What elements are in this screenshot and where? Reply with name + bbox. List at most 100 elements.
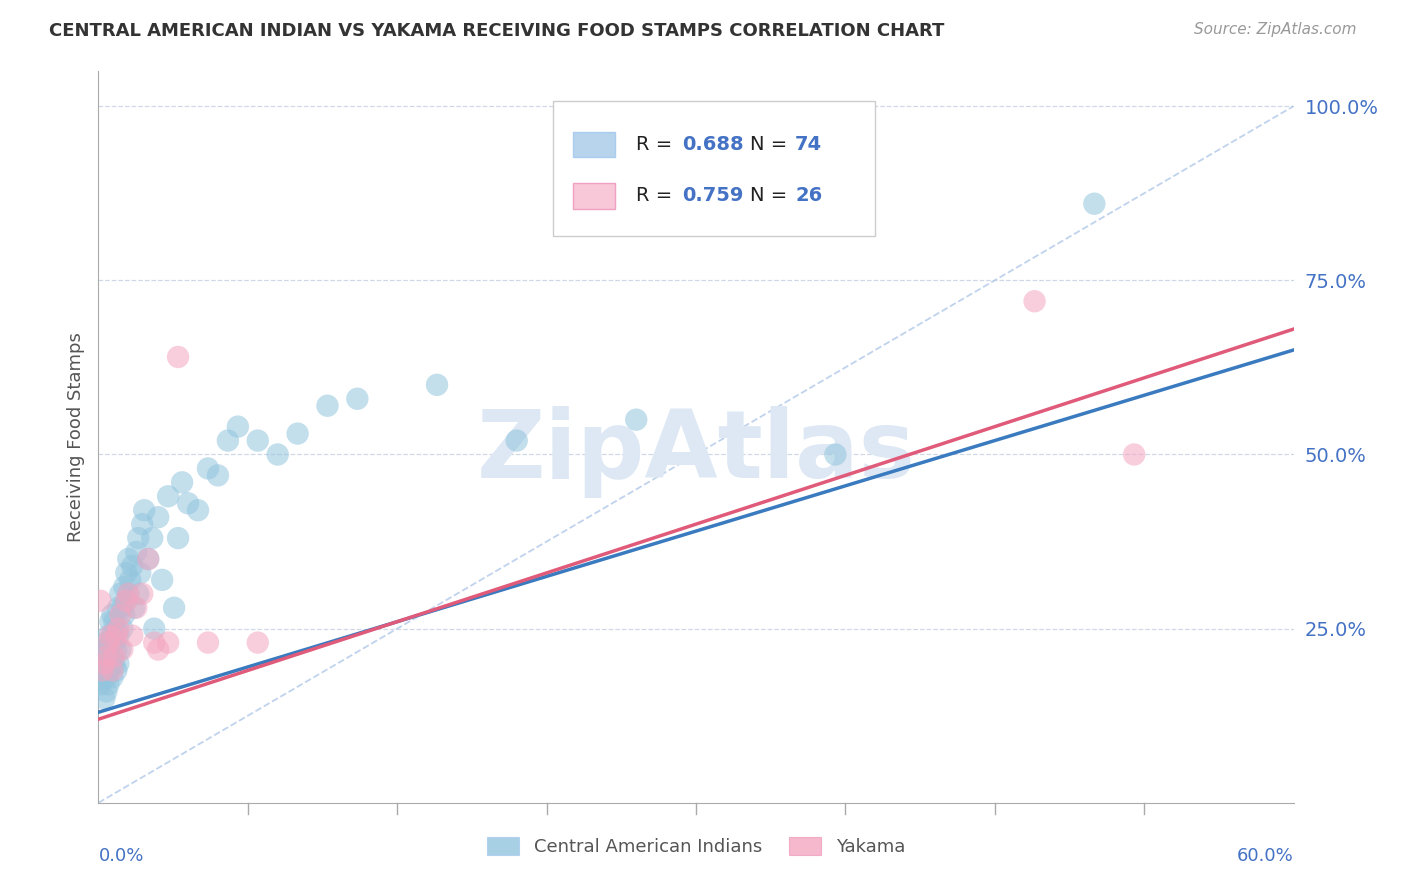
Point xyxy=(115,566,138,580)
Point xyxy=(346,392,368,406)
Point xyxy=(89,677,111,691)
Point xyxy=(98,615,122,629)
Point xyxy=(426,377,449,392)
Text: 74: 74 xyxy=(796,135,823,154)
Point xyxy=(131,517,153,532)
Y-axis label: Receiving Food Stamps: Receiving Food Stamps xyxy=(66,332,84,542)
Point xyxy=(112,607,135,622)
Point xyxy=(105,629,128,643)
Point xyxy=(98,629,122,643)
Point xyxy=(93,657,115,671)
Point xyxy=(111,622,134,636)
Point xyxy=(1083,196,1105,211)
Text: 0.759: 0.759 xyxy=(682,186,742,205)
Point xyxy=(105,664,128,678)
Point xyxy=(93,664,115,678)
FancyBboxPatch shape xyxy=(553,101,876,235)
FancyBboxPatch shape xyxy=(572,183,614,209)
Point xyxy=(226,419,249,434)
Point xyxy=(91,657,114,671)
Point xyxy=(134,503,156,517)
Point xyxy=(96,684,118,698)
Point xyxy=(121,558,143,573)
Point xyxy=(167,350,190,364)
Point xyxy=(125,600,148,615)
Point xyxy=(115,594,138,608)
Point xyxy=(97,664,120,678)
Point xyxy=(148,510,170,524)
Text: N =: N = xyxy=(749,135,793,154)
Point xyxy=(103,657,125,671)
Point xyxy=(107,600,129,615)
Point xyxy=(103,649,125,664)
Point xyxy=(129,566,152,580)
Point xyxy=(111,642,134,657)
Point xyxy=(207,468,229,483)
Point xyxy=(101,629,124,643)
Point xyxy=(148,642,170,657)
Point xyxy=(824,448,846,462)
Point xyxy=(105,622,128,636)
Legend: Central American Indians, Yakama: Central American Indians, Yakama xyxy=(479,830,912,863)
Point xyxy=(127,531,149,545)
Point xyxy=(91,670,114,684)
Point xyxy=(91,664,114,678)
Point xyxy=(141,531,163,545)
Point xyxy=(506,434,529,448)
Point xyxy=(157,635,180,649)
Point xyxy=(101,664,124,678)
Point xyxy=(143,635,166,649)
Point xyxy=(111,600,134,615)
Text: 26: 26 xyxy=(796,186,823,205)
Point xyxy=(110,642,132,657)
Text: R =: R = xyxy=(637,186,679,205)
Point xyxy=(98,635,122,649)
Point xyxy=(143,622,166,636)
Point xyxy=(124,600,146,615)
Point xyxy=(93,691,115,706)
Point xyxy=(316,399,339,413)
Point xyxy=(136,552,159,566)
Point xyxy=(246,434,269,448)
Point xyxy=(97,635,120,649)
Point xyxy=(167,531,190,545)
Point xyxy=(96,657,118,671)
FancyBboxPatch shape xyxy=(572,132,614,157)
Point xyxy=(197,461,219,475)
Point xyxy=(96,649,118,664)
Point xyxy=(105,642,128,657)
Point xyxy=(136,552,159,566)
Point xyxy=(89,594,111,608)
Point xyxy=(120,573,142,587)
Point xyxy=(125,545,148,559)
Point xyxy=(626,412,648,426)
Point xyxy=(101,607,124,622)
Point xyxy=(107,657,129,671)
Point xyxy=(96,670,118,684)
Text: ZipAtlas: ZipAtlas xyxy=(477,406,915,498)
Point xyxy=(101,649,124,664)
Point xyxy=(117,587,139,601)
Point xyxy=(187,503,209,517)
Point xyxy=(246,635,269,649)
Point xyxy=(97,642,120,657)
Point xyxy=(117,587,139,601)
Text: 60.0%: 60.0% xyxy=(1237,847,1294,864)
Point xyxy=(172,475,194,490)
Point xyxy=(127,587,149,601)
Point xyxy=(107,629,129,643)
Point xyxy=(110,607,132,622)
Text: R =: R = xyxy=(637,135,679,154)
Point xyxy=(157,489,180,503)
Point xyxy=(98,657,122,671)
Text: Source: ZipAtlas.com: Source: ZipAtlas.com xyxy=(1194,22,1357,37)
Point xyxy=(1024,294,1046,309)
Point xyxy=(112,580,135,594)
Point xyxy=(107,622,129,636)
Point xyxy=(267,448,290,462)
Point xyxy=(97,629,120,643)
Point xyxy=(217,434,239,448)
Text: CENTRAL AMERICAN INDIAN VS YAKAMA RECEIVING FOOD STAMPS CORRELATION CHART: CENTRAL AMERICAN INDIAN VS YAKAMA RECEIV… xyxy=(49,22,945,40)
Point xyxy=(177,496,200,510)
Point xyxy=(287,426,309,441)
